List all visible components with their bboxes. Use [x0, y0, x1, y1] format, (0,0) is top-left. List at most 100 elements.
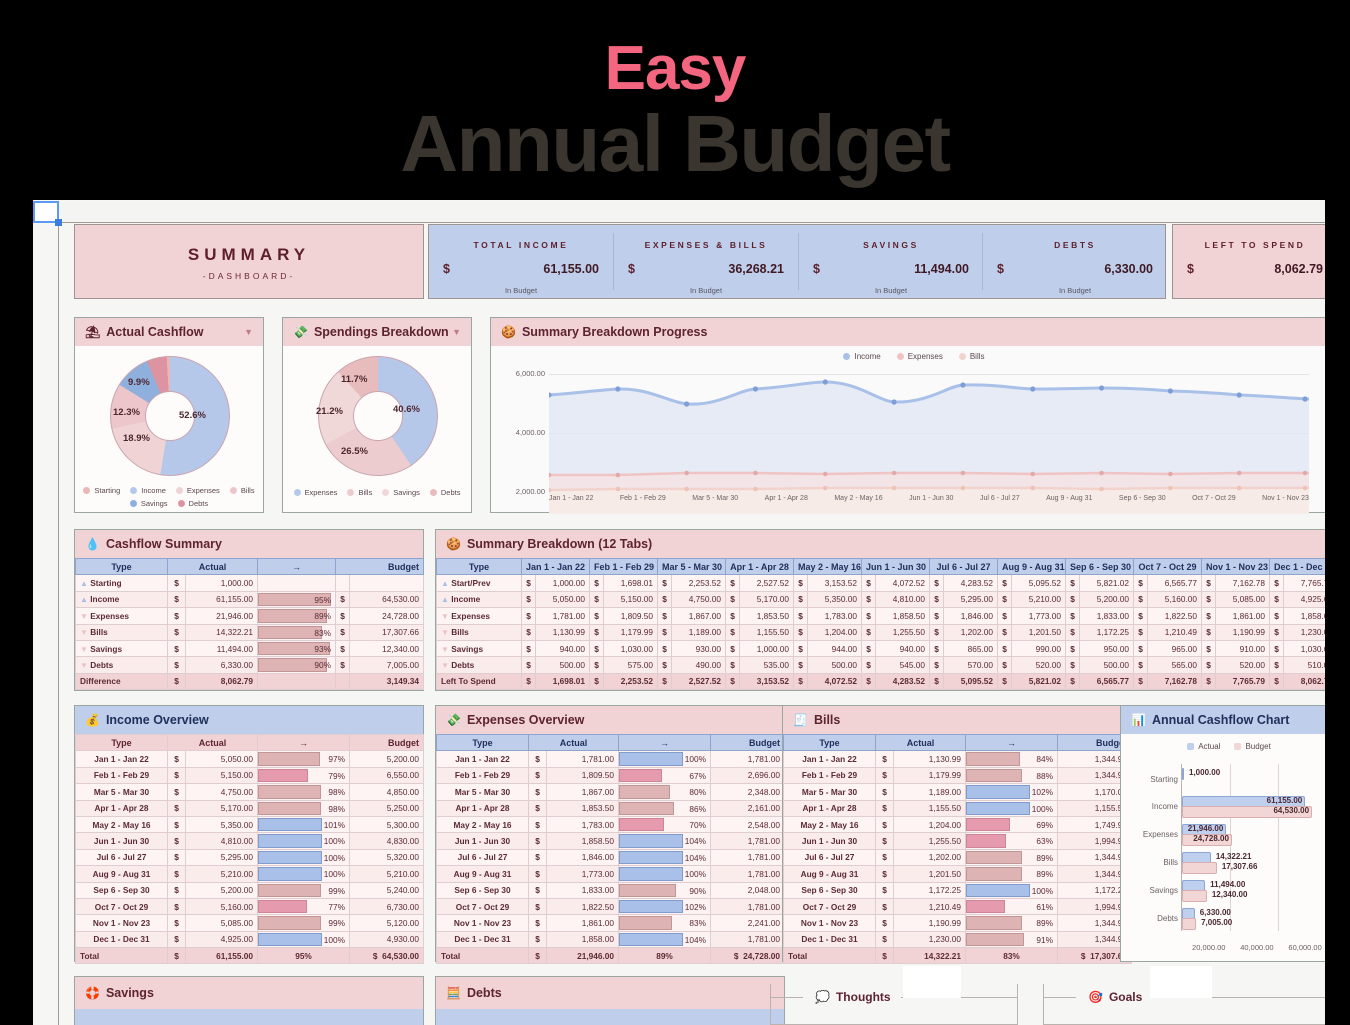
- line-chart-legend: Income Expenses Bills: [491, 352, 1325, 361]
- selection-fill-handle[interactable]: [55, 219, 62, 226]
- cashflow-summary-table[interactable]: Type Actual → Budget ▲ Starting $1,000.00…: [75, 557, 425, 691]
- cell-percent: 100%: [684, 754, 707, 765]
- chevron-down-icon[interactable]: ▼: [452, 327, 461, 337]
- legend-label: Debts: [188, 499, 209, 508]
- table-row[interactable]: Oct 7 - Oct 29 $5,160.00 77% 6,730.00: [75, 897, 425, 916]
- table-row[interactable]: ▼ Savings $940.00 $1,030.00 $930.00 $1,000.0…: [436, 639, 1325, 658]
- table-row[interactable]: Oct 7 - Oct 29 $1,822.50 102% 1,781.00: [436, 897, 786, 916]
- col-period: Oct 7 - Oct 29: [1133, 557, 1203, 576]
- table-row[interactable]: Jun 1 - Jun 30 $1,255.50 63% 1,994.99: [783, 832, 1133, 850]
- cell-currency: $: [1201, 574, 1217, 592]
- table-row[interactable]: Sep 6 - Sep 30 $1,833.00 90% 2,048.00: [436, 881, 786, 899]
- cell-actual: 14,322.21: [184, 623, 259, 641]
- cell-value: 1,867.00: [671, 607, 727, 625]
- income-overview-table[interactable]: Type Actual → Budget Jan 1 - Jan 22 $5,05…: [75, 733, 425, 965]
- table-row[interactable]: Dec 1 - Dec 31 $1,230.00 91% 1,344.99: [783, 930, 1133, 949]
- table-row[interactable]: Mar 5 - Mar 30 $1,189.00 102% 1,170.00: [783, 783, 1133, 801]
- legend-label: Savings: [140, 499, 168, 508]
- table-row[interactable]: Jul 6 - Jul 27 $5,295.00 100% 5,320.00: [75, 848, 425, 867]
- table-row[interactable]: Sep 6 - Sep 30 $5,200.00 99% 5,240.00: [75, 881, 425, 899]
- table-row[interactable]: ▼ Expenses $1,781.00 $1,809.50 $1,867.00 $1,…: [436, 607, 1325, 625]
- table-row[interactable]: Jan 1 - Jan 22 $5,050.00 97% 5,200.00: [75, 750, 425, 768]
- cell-period: Jun 1 - Jun 30: [75, 832, 168, 850]
- table-row[interactable]: ▼ Debts $6,330.00 90% $7,005.00: [75, 656, 425, 674]
- table-row[interactable]: Jul 6 - Jul 27 $1,846.00 104% 1,781.00: [436, 848, 786, 867]
- table-row[interactable]: Feb 1 - Feb 29 $5,150.00 79% 6,550.00: [75, 766, 425, 785]
- kpi-note: In Budget: [689, 286, 723, 295]
- table-row[interactable]: Jun 1 - Jun 30 $1,858.50 104% 1,781.00: [436, 832, 786, 850]
- table-row[interactable]: Nov 1 - Nov 23 $1,861.00 83% 2,241.00: [436, 914, 786, 932]
- chevron-down-icon[interactable]: ▼: [244, 327, 253, 337]
- table-row[interactable]: Nov 1 - Nov 23 $1,190.99 89% 1,344.99: [783, 914, 1133, 932]
- cell-currency: $: [725, 623, 741, 641]
- table-row[interactable]: ▲ Income $5,050.00 $5,150.00 $4,750.00 $5,17…: [436, 590, 1325, 609]
- table-row[interactable]: Dec 1 - Dec 31 $1,858.00 104% 1,781.00: [436, 930, 786, 949]
- table-row[interactable]: Feb 1 - Feb 29 $1,809.50 67% 2,696.00: [436, 766, 786, 785]
- cell-currency: $: [1133, 656, 1149, 674]
- table-row[interactable]: ▲ Income $61,155.00 95% $64,530.00: [75, 590, 425, 609]
- table-row[interactable]: ▼ Expenses $21,946.00 89% $24,728.00: [75, 607, 425, 625]
- table-row[interactable]: Jan 1 - Jan 22 $1,781.00 100% 1,781.00: [436, 750, 786, 768]
- expenses-overview-table[interactable]: Type Actual → Budget Jan 1 - Jan 22 $1,78…: [436, 733, 786, 965]
- table-row[interactable]: Apr 1 - Apr 28 $5,170.00 98% 5,250.00: [75, 799, 425, 817]
- cell-percent: 97%: [328, 754, 346, 765]
- cell-currency: $: [589, 607, 605, 625]
- cell-value: 490.00: [671, 656, 727, 674]
- table-row[interactable]: ▼ Debts $500.00 $575.00 $490.00 $535.00 $500.…: [436, 656, 1325, 674]
- table-row[interactable]: Dec 1 - Dec 31 $4,925.00 100% 4,930.00: [75, 930, 425, 949]
- trend-down-icon: ▼: [441, 611, 449, 621]
- cell-value: 5,821.02: [1079, 574, 1135, 592]
- kpi-value: 36,268.21: [728, 262, 784, 276]
- legend-item: Savings: [129, 499, 168, 508]
- donut-label-bills: 12.3%: [113, 407, 140, 418]
- cell-budget: 2,161.00: [710, 799, 786, 817]
- spreadsheet-canvas[interactable]: SUMMARY -DASHBOARD- TOTAL INCOME $ 61,15…: [33, 200, 1325, 1025]
- table-row[interactable]: ▼ Bills $1,130.99 $1,179.99 $1,189.00 $1,155…: [436, 623, 1325, 641]
- table-row[interactable]: Jul 6 - Jul 27 $1,202.00 89% 1,344.99: [783, 848, 1133, 867]
- cell-value: 1,833.00: [1079, 607, 1135, 625]
- select-all-corner-cell[interactable]: [33, 201, 59, 223]
- total-pct: 83%: [965, 947, 1059, 965]
- table-row[interactable]: ▲ Start/Prev $1,000.00 $1,698.01 $2,253.52 $…: [436, 574, 1325, 592]
- table-row[interactable]: Aug 9 - Aug 31 $1,773.00 100% 1,781.00: [436, 865, 786, 883]
- legend-item: Starting: [83, 486, 120, 495]
- table-row[interactable]: Nov 1 - Nov 23 $5,085.00 99% 5,120.00: [75, 914, 425, 932]
- table-row[interactable]: Sep 6 - Sep 30 $1,172.25 100% 1,172.25: [783, 881, 1133, 899]
- table-row[interactable]: Oct 7 - Oct 29 $1,210.49 61% 1,994.99: [783, 897, 1133, 916]
- cell-currency: $: [167, 848, 186, 867]
- debts-card: 🧮 Debts: [435, 976, 785, 1025]
- table-row[interactable]: May 2 - May 16 $5,350.00 101% 5,300.00: [75, 815, 425, 834]
- table-row[interactable]: Feb 1 - Feb 29 $1,179.99 88% 1,344.99: [783, 766, 1133, 785]
- table-row[interactable]: Aug 9 - Aug 31 $1,201.50 89% 1,344.99: [783, 865, 1133, 883]
- table-row[interactable]: May 2 - May 16 $1,204.00 69% 1,749.99: [783, 815, 1133, 834]
- kpi-band: TOTAL INCOME $ 61,155.00 In Budget EXPEN…: [428, 224, 1166, 299]
- cell-type: ▲ Starting: [75, 574, 168, 592]
- table-row[interactable]: ▼ Bills $14,322.21 83% $17,307.66: [75, 623, 425, 641]
- table-row[interactable]: May 2 - May 16 $1,783.00 70% 2,548.00: [436, 815, 786, 834]
- table-row[interactable]: ▼ Savings $11,494.00 93% $12,340.00: [75, 639, 425, 658]
- thoughts-input[interactable]: [903, 966, 961, 998]
- table-row[interactable]: Aug 9 - Aug 31 $5,210.00 100% 5,210.00: [75, 865, 425, 883]
- cell-value: 5,085.00: [1215, 590, 1271, 609]
- row-header-bar[interactable]: [33, 223, 59, 1025]
- table-row[interactable]: Apr 1 - Apr 28 $1,853.50 86% 2,161.00: [436, 799, 786, 817]
- trend-down-icon: ▼: [441, 628, 449, 638]
- goals-input[interactable]: [1150, 966, 1212, 998]
- table-row[interactable]: Jun 1 - Jun 30 $4,810.00 100% 4,830.00: [75, 832, 425, 850]
- column-header-bar[interactable]: [59, 201, 1325, 223]
- summary-breakdown-table[interactable]: Type Jan 1 - Jan 22 Feb 1 - Feb 29 Mar 5 - …: [436, 557, 1325, 691]
- x-tick-label: Sep 6 - Sep 30: [1118, 495, 1166, 502]
- bills-table[interactable]: Type Actual → Budget Jan 1 - Jan 22 $1,13…: [783, 733, 1133, 965]
- annual-cashflow-bars: Starting 1,000.00 Income 61,155.00 64,530.00…: [1143, 764, 1325, 931]
- table-row[interactable]: Mar 5 - Mar 30 $1,867.00 80% 2,348.00: [436, 783, 786, 801]
- table-row[interactable]: Mar 5 - Mar 30 $4,750.00 98% 4,850.00: [75, 783, 425, 801]
- table-row[interactable]: Apr 1 - Apr 28 $1,155.50 100% 1,155.50: [783, 799, 1133, 817]
- table-row[interactable]: ▲ Starting $1,000.00: [75, 574, 425, 592]
- spendings-breakdown-header[interactable]: 💸 Spendings Breakdown ▼: [283, 318, 471, 346]
- cell-currency: $: [521, 639, 536, 658]
- cell-value: 865.00: [943, 639, 999, 658]
- actual-cashflow-header[interactable]: ⛱ Actual Cashflow ▼: [75, 318, 263, 346]
- cell-currency: $: [1065, 623, 1081, 641]
- donut-label-income: 52.6%: [179, 410, 206, 421]
- table-row[interactable]: Jan 1 - Jan 22 $1,130.99 84% 1,344.99: [783, 750, 1133, 768]
